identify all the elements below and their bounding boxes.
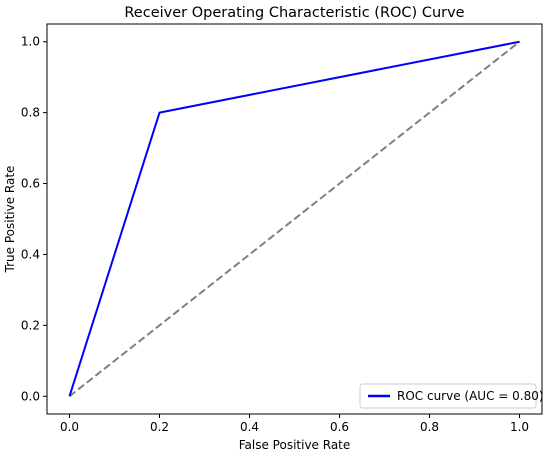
x-tick-label: 0.0: [60, 420, 79, 434]
y-tick-label: 0.0: [21, 389, 40, 403]
legend: ROC curve (AUC = 0.80): [359, 383, 544, 409]
x-tick-label: 0.8: [420, 420, 439, 434]
roc-curve-line: [68, 40, 520, 397]
legend-label-roc: ROC curve (AUC = 0.80): [397, 389, 544, 403]
legend-frame: [359, 383, 537, 409]
random-classifier-line: [68, 40, 521, 398]
chart-title: Receiver Operating Characteristic (ROC) …: [124, 5, 464, 21]
y-tick-label: 1.0: [21, 35, 40, 49]
x-tick-label: 0.2: [150, 420, 169, 434]
y-tick-label: 0.2: [21, 318, 40, 332]
x-tick-label: 0.4: [240, 420, 259, 434]
y-axis-label: True Positive Rate: [3, 166, 17, 274]
x-tick-label: 0.6: [330, 420, 349, 434]
y-tick-label: 0.8: [21, 106, 40, 120]
y-axis-ticks: 0.0 0.2 0.4 0.6 0.8 1.0: [21, 35, 47, 403]
plot-area: [46, 23, 543, 415]
x-axis-ticks: 0.0 0.2 0.4 0.6 0.8 1.0: [60, 414, 529, 434]
y-tick-label: 0.6: [21, 177, 40, 191]
y-tick-label: 0.4: [21, 247, 40, 261]
x-tick-label: 1.0: [510, 420, 529, 434]
x-axis-label: False Positive Rate: [239, 438, 351, 452]
